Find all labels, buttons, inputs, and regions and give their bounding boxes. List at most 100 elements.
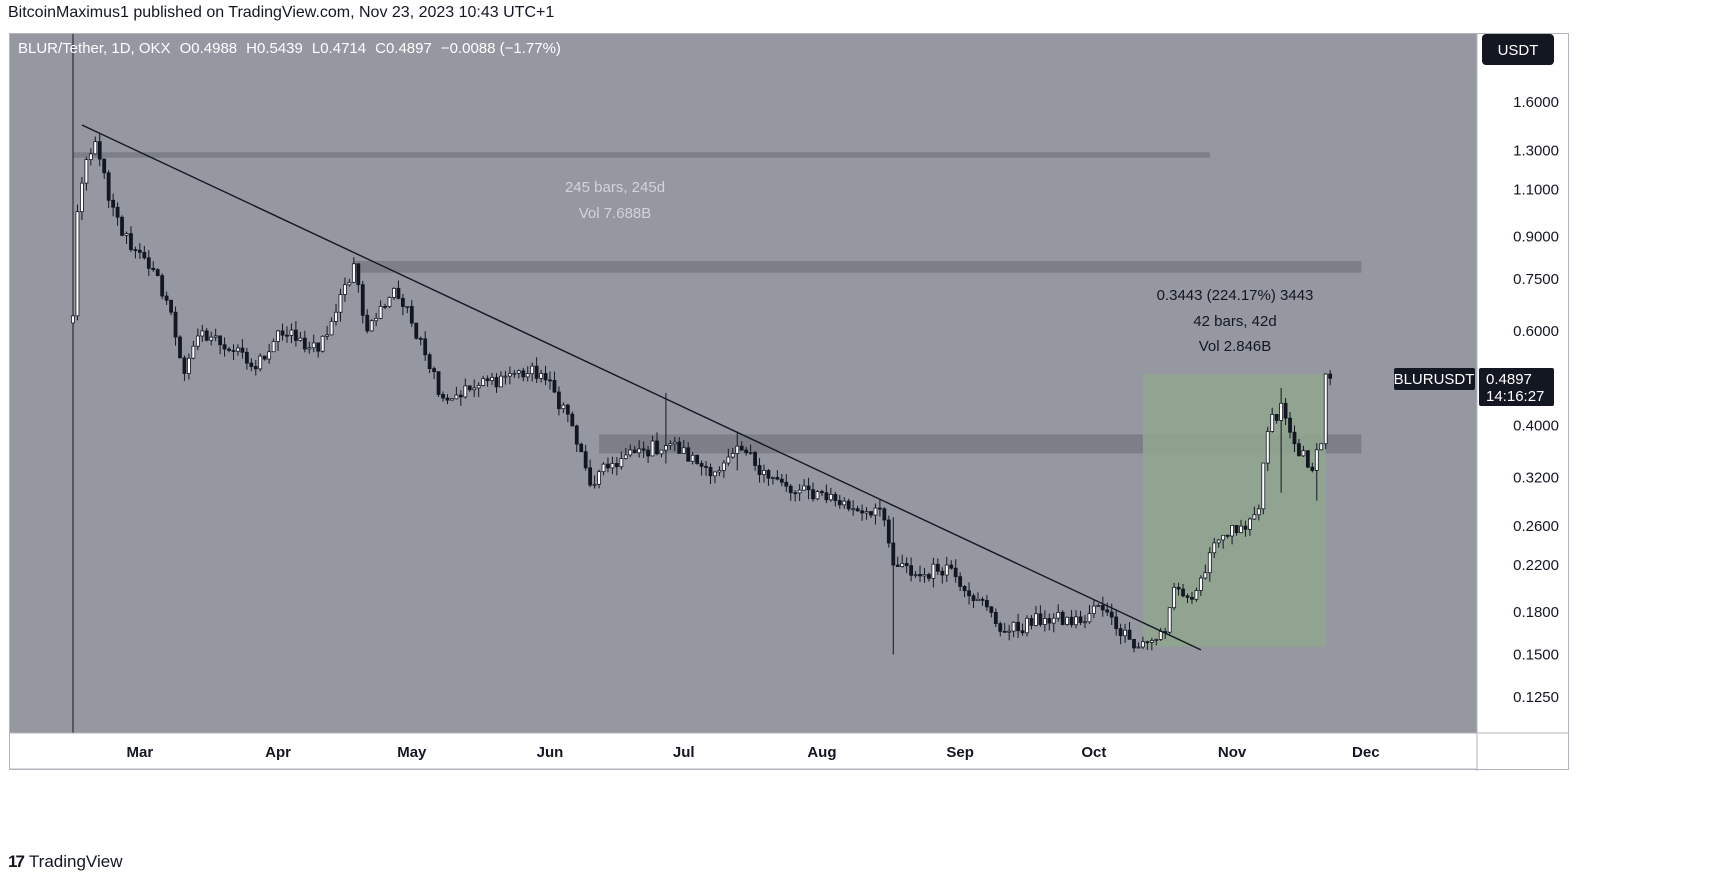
- candle: [1154, 638, 1159, 646]
- candle: [1265, 426, 1270, 472]
- time-tick-label: Oct: [1081, 744, 1106, 761]
- currency-button[interactable]: USDT: [1482, 34, 1554, 65]
- candle: [325, 325, 330, 341]
- candle: [779, 473, 784, 487]
- candle-body-down: [824, 492, 829, 501]
- candle: [450, 398, 454, 401]
- candle-body-down: [833, 494, 838, 501]
- candle: [833, 491, 838, 507]
- candle-body-up: [851, 508, 856, 511]
- candle-body-down: [458, 394, 463, 398]
- candle-body-up: [1011, 621, 1016, 632]
- candle-body-down: [744, 449, 749, 454]
- candle-body-up: [191, 345, 196, 359]
- candle-body-down: [204, 330, 209, 341]
- chart-outline: [9, 33, 1569, 770]
- candle: [944, 556, 949, 583]
- candle-body-down: [1105, 609, 1110, 613]
- candle-body-up: [75, 211, 80, 317]
- candle: [588, 459, 593, 488]
- candle-body-down: [160, 275, 165, 297]
- price-tick-label: 0.4000: [1513, 418, 1559, 435]
- candle: [1149, 637, 1154, 651]
- candle: [1016, 613, 1020, 638]
- candle-body-down: [1234, 525, 1239, 534]
- candle: [231, 344, 236, 361]
- candle: [637, 440, 642, 458]
- candle-body-up: [1158, 631, 1163, 640]
- candle: [565, 403, 570, 423]
- candle-body-up: [88, 153, 93, 161]
- candle: [793, 490, 798, 502]
- candle-body-up: [1194, 590, 1199, 600]
- candle: [570, 411, 575, 427]
- candle-body-down: [927, 574, 931, 579]
- candle: [302, 330, 307, 353]
- candle-body-down: [699, 463, 704, 467]
- candle-body-up: [307, 347, 312, 350]
- candle: [869, 511, 873, 518]
- candle: [851, 500, 856, 516]
- candle-body-up: [1034, 613, 1038, 626]
- candle: [614, 457, 619, 476]
- time-axis-ticks: Mar Apr May Jun Jul Aug Sep Oct Nov Dec: [127, 744, 1380, 761]
- candle: [441, 391, 445, 402]
- candle: [178, 335, 182, 359]
- candle: [293, 321, 298, 347]
- candle: [1216, 538, 1221, 548]
- candle: [971, 593, 976, 609]
- candle-body-up: [931, 563, 936, 579]
- candle-body-down: [646, 449, 650, 457]
- candle: [641, 441, 646, 458]
- candle: [396, 280, 401, 300]
- candle-body-down: [1243, 525, 1248, 530]
- candle: [820, 489, 824, 496]
- candle-body-up: [672, 441, 677, 445]
- candle-body-down: [115, 206, 120, 218]
- price-chart[interactable]: 1.6000 1.3000 1.1000 0.9000 0.7500 0.6000 0.40…: [9, 33, 1569, 771]
- candle: [369, 319, 374, 332]
- candle-body-down: [418, 337, 423, 340]
- time-tick-label: Apr: [265, 744, 291, 761]
- candle-body-down: [102, 158, 107, 174]
- candle: [463, 378, 468, 399]
- candle-body-down: [984, 599, 989, 608]
- candle: [472, 379, 477, 398]
- chart-frame[interactable]: 1.6000 1.3000 1.1000 0.9000 0.7500 0.6000 0.40…: [9, 33, 1710, 839]
- candle-body-up: [392, 287, 396, 298]
- candle-body-up: [539, 373, 543, 379]
- candle-body-down: [895, 564, 900, 567]
- candle: [490, 372, 494, 385]
- candle-body-down: [837, 500, 842, 506]
- candle: [169, 299, 173, 316]
- publisher-caption: BitcoinMaximus1 published on TradingView…: [8, 4, 555, 21]
- candle: [458, 390, 463, 406]
- candle-body-down: [548, 379, 552, 382]
- candle-body-up: [71, 315, 75, 324]
- candle-body-up: [619, 458, 624, 468]
- candle-body-down: [169, 299, 173, 313]
- candle: [343, 277, 347, 302]
- candle: [895, 556, 900, 567]
- candle: [1087, 604, 1092, 624]
- candle-body-down: [1297, 443, 1301, 457]
- candle-body-down: [1127, 629, 1132, 640]
- candle: [432, 366, 436, 379]
- candle-body-up: [1149, 639, 1154, 643]
- tradingview-logo[interactable]: 17 TradingView: [8, 852, 122, 872]
- candle: [1328, 370, 1333, 386]
- candle-body-down: [1047, 618, 1052, 624]
- candle: [632, 445, 637, 454]
- candle-body-down: [1145, 641, 1150, 644]
- candle-body-down: [766, 470, 771, 479]
- candle: [1060, 610, 1065, 626]
- time-scale[interactable]: [9, 733, 1477, 769]
- candle-body-down: [133, 249, 138, 252]
- trendline-layer[interactable]: [81, 124, 1202, 651]
- candle-body-down: [146, 257, 151, 269]
- candle-body-up: [717, 470, 722, 473]
- candle: [84, 156, 89, 191]
- candle-body-up: [721, 462, 726, 471]
- candle-body-up: [325, 334, 330, 337]
